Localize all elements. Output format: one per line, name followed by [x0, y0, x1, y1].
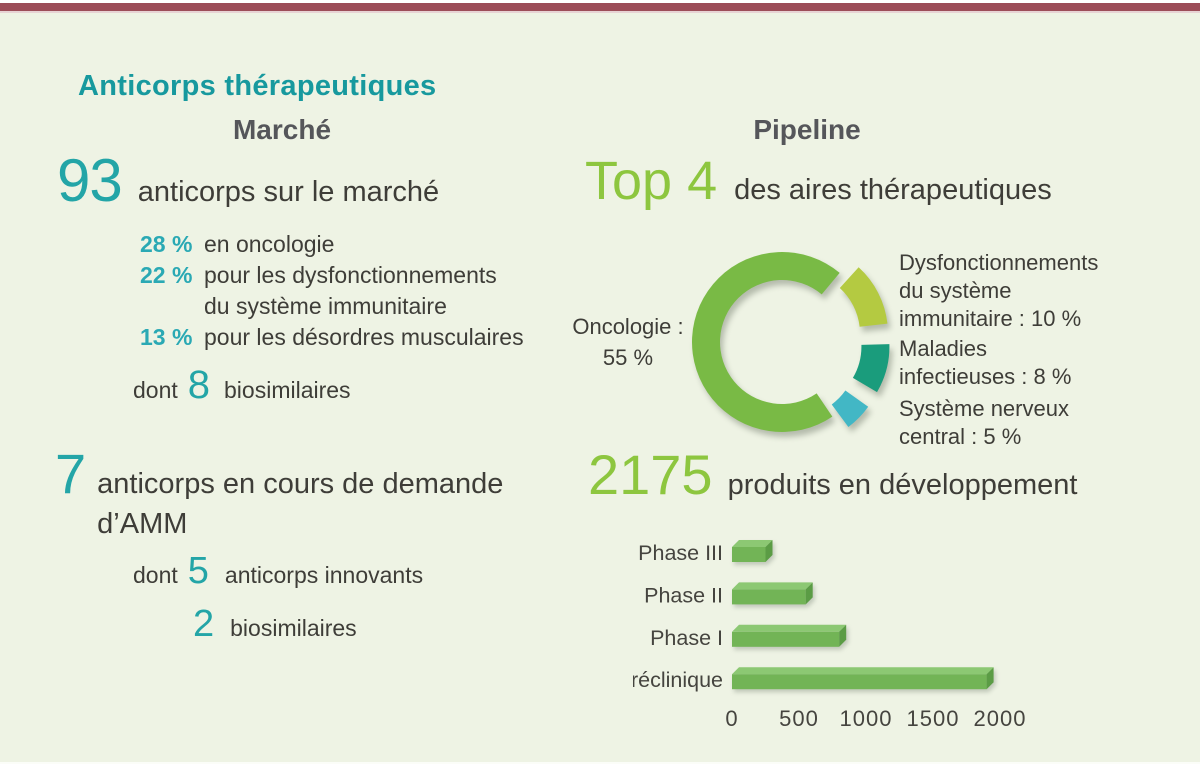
- donut-label-line: Système nerveux: [899, 396, 1069, 421]
- x-axis-tick-label: 500: [779, 706, 819, 731]
- breakdown-text: pour les dysfonctionnements du système i…: [204, 262, 497, 319]
- donut-slice-dysfonctionnements: [839, 267, 888, 327]
- bottom-white-strip: [0, 762, 1200, 764]
- donut-label-line: Maladies: [899, 336, 988, 361]
- bar-phase-i: [732, 631, 840, 647]
- stat-label: anticorps innovants: [224, 562, 424, 588]
- stat-label: biosimilaires: [224, 377, 351, 403]
- donut-label-line: du système: [899, 278, 1012, 303]
- phase-bar-chart: Phase III Phase II Phase I Préclinique0 500 1…: [633, 540, 1027, 731]
- donut-label-immune: Dysfonctionnements du système immunitair…: [899, 249, 1098, 333]
- stat-amm-requests: 7 anticorps en cours de demande d’AMM: [55, 442, 503, 544]
- donut-slice-maladies: [852, 344, 890, 393]
- x-axis-tick-label: 0: [725, 706, 738, 731]
- breakdown-row-muscular: 13 % pour les désordres musculaires: [140, 322, 524, 353]
- donut-label-oncology: Oncologie : 55 %: [566, 311, 690, 373]
- donut-slice-système: [831, 390, 869, 427]
- bar-category-label: Phase I: [650, 626, 723, 650]
- donut-label-line: 55 %: [602, 345, 654, 370]
- section-heading-marche: Marché: [232, 114, 332, 145]
- stat-top4: Top 4: [585, 151, 718, 211]
- stat-number-5: 5: [187, 550, 209, 592]
- donut-label-line: Oncologie :: [572, 314, 684, 339]
- donut-label-cns: Système nerveux central : 5 %: [899, 395, 1069, 451]
- stat-number-7: 7: [55, 442, 87, 505]
- stat-number-8: 8: [187, 363, 211, 407]
- x-axis-tick-label: 1000: [840, 706, 893, 731]
- x-axis-tick-label: 1500: [907, 706, 960, 731]
- stat-number-2175: 2175: [588, 443, 713, 506]
- donut-label-line: central : 5 %: [899, 424, 1022, 449]
- stat-number-93: 93: [57, 147, 123, 214]
- breakdown-pct: 13 %: [140, 324, 193, 350]
- stat-biosimilars: dont 8 biosimilaires: [133, 363, 351, 407]
- stat-top4-label: des aires thérapeutiques: [734, 174, 1052, 206]
- top-white-strip: [0, 0, 1200, 3]
- stat-label-93: anticorps sur le marché: [137, 176, 440, 208]
- stat-amm-text: anticorps en cours de demande d’AMM: [97, 464, 503, 544]
- breakdown-row-oncology: 28 % en oncologie: [140, 229, 524, 260]
- donut-label-line: Dysfonctionnements: [899, 250, 1099, 275]
- stat-label: biosimilaires: [230, 615, 357, 641]
- bar-phase-ii: [732, 589, 806, 605]
- x-axis-tick-label: 2000: [974, 706, 1027, 731]
- bar-category-label: Phase II: [644, 583, 723, 607]
- stat-innovative-antibodies: dont 5 anticorps innovants: [133, 550, 424, 592]
- top-accent-bar: [0, 3, 1200, 11]
- stat-prefix: dont: [133, 377, 178, 403]
- bar-préclinique: [732, 674, 987, 690]
- top-accent-underline: [0, 11, 1200, 13]
- stat-antibodies-on-market: 93 anticorps sur le marché: [57, 147, 440, 214]
- breakdown-pct: 28 %: [140, 231, 193, 257]
- section-heading-pipeline: Pipeline: [753, 114, 861, 145]
- donut-slice-oncologie: [692, 252, 840, 432]
- stat-biosimilars-pending: 2 biosimilaires: [193, 603, 357, 645]
- amm-line2: d’AMM: [97, 508, 188, 540]
- bar-category-label: Phase III: [638, 541, 723, 565]
- breakdown-row-immune: 22 % pour les dysfonctionnements du syst…: [140, 260, 524, 322]
- stat-products-in-development: 2175 produits en développement: [588, 443, 1078, 506]
- donut-label-infectious: Maladies infectieuses : 8 %: [899, 335, 1071, 391]
- breakdown-pct: 22 %: [140, 262, 193, 288]
- donut-label-line: infectieuses : 8 %: [899, 364, 1072, 389]
- bar-category-label: Préclinique: [633, 668, 723, 692]
- breakdown-text: en oncologie: [204, 231, 335, 257]
- page-title: Anticorps thérapeutiques: [78, 70, 437, 102]
- donut-chart: [692, 252, 890, 432]
- bar-phase-iii: [732, 547, 766, 562]
- stat-products-label: produits en développement: [727, 469, 1078, 501]
- stat-top4-areas: Top 4 des aires thérapeutiques: [585, 151, 1052, 211]
- amm-line1: anticorps en cours de demande: [97, 468, 504, 500]
- market-breakdown-list: 28 % en oncologie 22 % pour les dysfonct…: [140, 229, 524, 353]
- donut-label-line: immunitaire : 10 %: [899, 306, 1082, 331]
- stat-number-2: 2: [193, 603, 215, 645]
- breakdown-text: pour les désordres musculaires: [204, 324, 524, 350]
- stat-prefix: dont: [133, 562, 178, 588]
